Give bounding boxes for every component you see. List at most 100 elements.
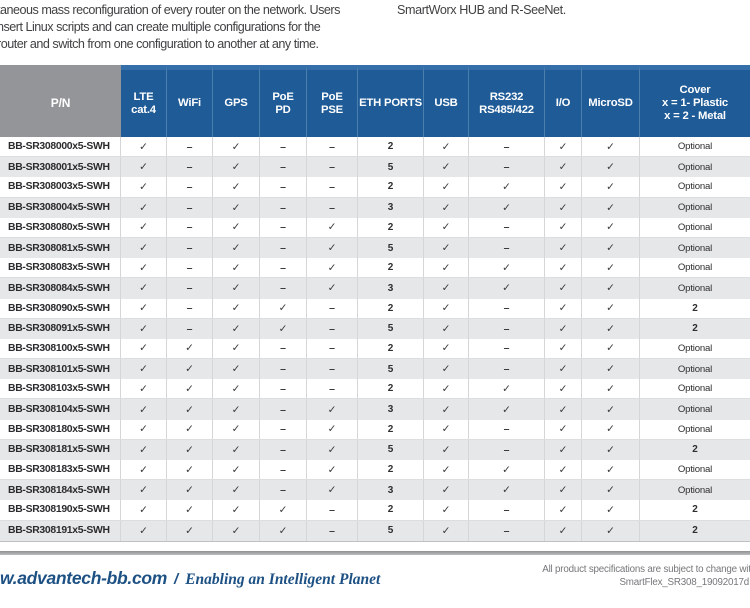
cell-cover: Optional [677,202,713,214]
column-header-usb: USB [424,65,469,137]
cell-lte-cat4: ✓ [121,500,167,520]
cell-usb: ✓ [424,460,469,480]
cell-wifi: – [167,177,213,197]
part-number-cell: BB-SR308001x5-SWH [0,157,121,178]
cell-rs232-rs485: – [469,217,545,237]
cell-cover: Optional [677,484,713,496]
cell-poe-pse: ✓ [307,237,358,259]
cell-usb: ✓ [424,439,469,460]
cell-poe-pse: ✓ [307,217,358,237]
cell-poe-pd: – [260,197,307,218]
cell-poe-pse: – [307,137,358,157]
cell-rs232-rs485: ✓ [469,278,545,299]
cell-microsd: ✓ [582,359,640,380]
cell-poe-pd: – [260,258,307,278]
cell-poe-pd: – [260,278,307,299]
footer-divider [0,551,750,555]
part-number-cell: BB-SR308003x5-SWH [0,177,121,197]
cell-microsd: ✓ [582,237,640,259]
cell-microsd: ✓ [582,197,640,218]
cell-rs232-rs485: ✓ [469,379,545,399]
cell-lte-cat4: ✓ [121,419,167,439]
cell-poe-pse: – [307,379,358,399]
cell-rs232-rs485: ✓ [469,399,545,420]
footer-separator: / [174,571,179,588]
part-number-cell: BB-SR308181x5-SWH [0,439,121,460]
column-header-eth-ports: ETH PORTS [358,65,424,137]
cell-gps: ✓ [213,318,260,339]
cell-eth-ports: 2 [358,379,424,399]
cell-cover: Optional [677,242,713,254]
cell-poe-pd: – [260,217,307,237]
cell-eth-ports: 5 [358,237,424,259]
cell-io: ✓ [545,278,582,299]
cell-gps: ✓ [213,520,260,541]
column-header-poe-pse: PoE PSE [307,65,358,137]
cell-wifi: ✓ [167,480,213,501]
cell-cover: Optional [677,342,713,354]
cell-io: ✓ [545,318,582,339]
column-header-gps: GPS [213,65,260,137]
cell-microsd: ✓ [582,500,640,520]
cell-wifi: – [167,217,213,237]
part-number-cell: BB-SR308184x5-SWH [0,480,121,501]
table-row: BB-SR308100x5-SWH ✓ ✓ ✓ – –2 ✓ – ✓ ✓ Optional [0,338,750,360]
cell-lte-cat4: ✓ [121,439,167,460]
cell-io: ✓ [545,298,582,318]
cell-lte-cat4: ✓ [121,460,167,480]
cell-io: ✓ [545,157,582,178]
part-number-cell: BB-SR308190x5-SWH [0,500,121,520]
part-number-cell: BB-SR308103x5-SWH [0,379,121,399]
table-row: BB-SR308080x5-SWH ✓ – ✓ – ✓ 2 ✓ – ✓ ✓ Optional [0,217,750,238]
part-number-cell: BB-SR308004x5-SWH [0,197,121,218]
cell-usb: ✓ [424,500,469,520]
cell-poe-pse: – [307,520,358,541]
cell-poe-pse: – [307,318,358,339]
footer-note: All product specifications are subject t… [542,564,750,589]
footer-note-line1: All product specifications are subject t… [542,564,750,575]
cell-gps: ✓ [213,379,260,399]
cell-poe-pd: – [260,480,307,501]
table-row: BB-SR308003x5-SWH ✓ – ✓ – –2 ✓ ✓ ✓ ✓ Optional [0,177,750,198]
footer-tagline: Enabling an Intelligent Planet [185,571,381,588]
cell-io: ✓ [545,258,582,278]
footer-brand: w.advantech-bb.com / Enabling an Intellige… [0,568,380,589]
part-number-cell: BB-SR308083x5-SWH [0,258,121,278]
cell-poe-pd: ✓ [260,500,307,520]
part-number-cell: BB-SR308183x5-SWH [0,460,121,480]
cell-io: ✓ [545,177,582,197]
cell-wifi: ✓ [167,338,213,359]
cell-gps: ✓ [213,157,260,178]
cell-lte-cat4: ✓ [121,520,167,541]
cell-microsd: ✓ [582,379,640,399]
cell-lte-cat4: ✓ [121,177,167,197]
intro-line-2: nsert Linux scripts and can create multi… [0,20,321,34]
cell-usb: ✓ [424,278,469,299]
cell-cover: Optional [677,363,713,375]
cell-eth-ports: 2 [358,419,424,439]
cell-wifi: ✓ [167,520,213,541]
cell-microsd: ✓ [582,460,640,480]
cell-gps: ✓ [213,500,260,520]
table-row: BB-SR308004x5-SWH ✓ – ✓ – –3 ✓ ✓ ✓ ✓ Optional [0,197,750,218]
cell-eth-ports: 2 [358,177,424,197]
cell-rs232-rs485: – [469,318,545,339]
cell-cover: Optional [677,221,713,233]
cell-microsd: ✓ [582,338,640,359]
cell-lte-cat4: ✓ [121,480,167,501]
table-row: BB-SR308101x5-SWH ✓ ✓ ✓ – –5 ✓ – ✓ ✓ Optional [0,359,750,380]
cell-rs232-rs485: – [469,298,545,318]
website-link[interactable]: w.advantech-bb.com [0,568,168,588]
cell-lte-cat4: ✓ [121,157,167,178]
cell-cover: 2 [692,525,698,537]
cell-gps: ✓ [213,419,260,439]
cell-io: ✓ [545,137,582,157]
table-row: BB-SR308184x5-SWH ✓ ✓ ✓ – ✓ 3 ✓ ✓ ✓ ✓ Optional [0,480,750,501]
intro-line-1: taneous mass reconfiguration of every ro… [0,3,340,17]
cell-io: ✓ [545,217,582,237]
cell-wifi: – [167,137,213,157]
cell-lte-cat4: ✓ [121,318,167,339]
cell-gps: ✓ [213,278,260,299]
cell-rs232-rs485: – [469,137,545,157]
cell-rs232-rs485: – [469,338,545,359]
